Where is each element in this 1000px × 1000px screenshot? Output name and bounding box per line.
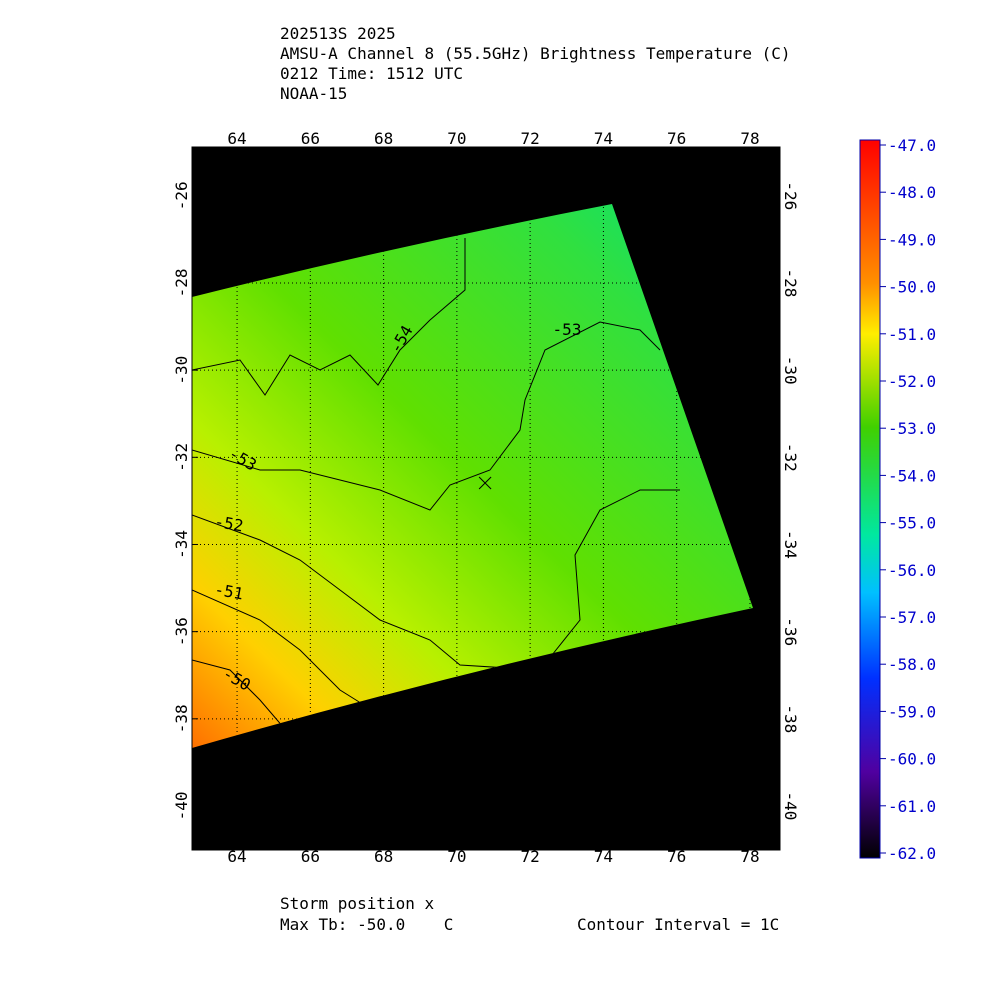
y-tick-label: -40	[781, 792, 800, 821]
colorbar-tick-label: -59.0	[888, 702, 936, 721]
y-tick-label: -38	[172, 704, 191, 733]
colorbar-tick-label: -52.0	[888, 372, 936, 391]
max-tb: Max Tb: -50.0 C	[280, 915, 453, 934]
y-tick-label: -26	[172, 181, 191, 210]
x-tick-label: 76	[667, 847, 686, 866]
colorbar-tick-label: -50.0	[888, 278, 936, 297]
y-tick-label: -36	[781, 617, 800, 646]
colorbar-tick-label: -51.0	[888, 325, 936, 344]
contours	[192, 238, 680, 736]
y-tick-label: -30	[781, 356, 800, 385]
y-tick-label: -30	[172, 356, 191, 385]
map-frame	[191, 146, 781, 851]
axes: 64 64 66 66 68 68 70 70 72 72 74 74 76 76 78 78 -26 -26 -2…	[172, 129, 800, 866]
x-tick-label: 70	[447, 847, 466, 866]
colorbar-tick-label: -54.0	[888, 466, 936, 485]
colorbar-tick-label: -47.0	[888, 136, 936, 155]
storm-marker	[478, 476, 492, 490]
contour-line	[192, 589, 381, 716]
x-tick-label: 68	[374, 847, 393, 866]
colorbar	[859, 139, 881, 859]
colorbar-tick-label: -62.0	[888, 844, 936, 863]
x-tick-label: 72	[521, 129, 540, 148]
x-tick-label: 64	[227, 847, 246, 866]
y-tick-label: -32	[172, 443, 191, 472]
x-tick-label: 78	[740, 129, 759, 148]
x-tick-label: 72	[521, 847, 540, 866]
y-tick-label: -40	[172, 792, 191, 821]
contour-interval: Contour Interval = 1C	[577, 915, 779, 934]
contour-line	[192, 659, 291, 736]
colorbar-tick-label: -58.0	[888, 655, 936, 674]
x-tick-label: 64	[227, 129, 246, 148]
y-tick-label: -36	[172, 617, 191, 646]
x-tick-label: 74	[594, 847, 613, 866]
y-tick-label: -26	[781, 181, 800, 210]
x-tick-label: 68	[374, 129, 393, 148]
title-line: AMSU-A Channel 8 (55.5GHz) Brightness Te…	[280, 44, 791, 63]
swath	[192, 204, 753, 748]
y-tick-label: -38	[781, 704, 800, 733]
x-tick-label: 70	[447, 129, 466, 148]
x-tick-label: 74	[594, 129, 613, 148]
y-tick-label: -28	[172, 269, 191, 298]
contour-label: -53	[553, 320, 582, 339]
contour-label: -52	[213, 512, 245, 536]
colorbar-tick-label: -48.0	[888, 183, 936, 202]
title-line: 202513S 2025	[280, 24, 396, 43]
y-tick-label: -28	[781, 269, 800, 298]
y-tick-label: -32	[781, 443, 800, 472]
colorbar-tick-label: -53.0	[888, 419, 936, 438]
contour-line	[192, 238, 466, 396]
contour-line	[192, 321, 661, 511]
colorbar-tick-label: -61.0	[888, 797, 936, 816]
x-tick-label: 76	[667, 129, 686, 148]
y-tick-label: -34	[781, 530, 800, 559]
colorbar-tick-label: -56.0	[888, 561, 936, 580]
colorbar-ticks: -47.0 -48.0 -49.0 -50.0 -51.0 -52.0 -53.0 -54.0…	[880, 136, 936, 863]
storm-label: Storm position x	[280, 894, 434, 913]
colorbar-tick-label: -49.0	[888, 230, 936, 249]
y-tick-label: -34	[172, 530, 191, 559]
title-line: 0212 Time: 1512 UTC	[280, 64, 463, 83]
colorbar-tick-label: -57.0	[888, 608, 936, 627]
x-tick-label: 66	[301, 129, 320, 148]
colorbar-tick-label: -55.0	[888, 514, 936, 533]
x-tick-label: 78	[740, 847, 759, 866]
colorbar-tick-label: -60.0	[888, 750, 936, 769]
contour-label: -51	[213, 580, 245, 604]
title-line: NOAA-15	[280, 84, 347, 103]
x-tick-label: 66	[301, 847, 320, 866]
contour-line	[192, 489, 680, 671]
